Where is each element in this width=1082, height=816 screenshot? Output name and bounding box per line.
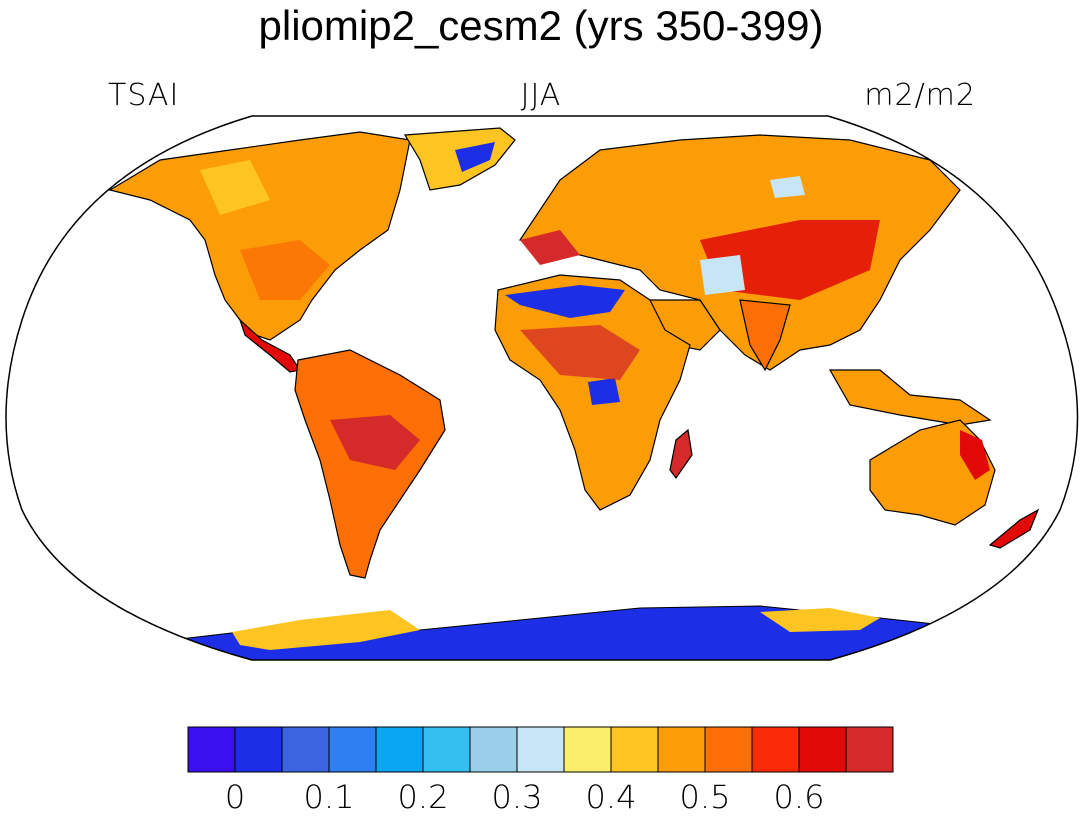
africa-red-patch [520, 325, 640, 380]
units-label: m2/m2 [864, 78, 976, 113]
southeast-asia-islands [828, 369, 992, 426]
colorbar-swatch [328, 726, 377, 773]
colorbar [187, 726, 894, 773]
variable-label: TSAI [108, 78, 180, 113]
north-america-warm-patch [240, 240, 330, 300]
colorbar-tick-label: 0.4 [585, 778, 637, 816]
south-america-red-patch [330, 415, 420, 470]
colorbar-tick-label: 0.6 [773, 778, 825, 816]
colorbar-tick-label: 0.1 [303, 778, 355, 816]
colorbar-swatch [469, 726, 518, 773]
antarctica-landmass [6, 605, 1078, 660]
colorbar-swatch [516, 726, 565, 773]
antarctic-peninsula-patch [232, 610, 420, 650]
colorbar-swatch [845, 726, 894, 773]
eurasia-red-band [700, 220, 880, 300]
colorbar-swatch [657, 726, 706, 773]
colorbar-swatch [234, 726, 283, 773]
colorbar-swatch [422, 726, 471, 773]
greenland-ice-patch [455, 142, 495, 172]
north-america-yellow-patch [200, 160, 270, 215]
season-label: JJA [520, 78, 562, 113]
colorbar-swatch [375, 726, 424, 773]
map-title: pliomip2_cesm2 (yrs 350-399) [258, 2, 824, 49]
colorbar-swatch [610, 726, 659, 773]
colorbar-swatch [751, 726, 800, 773]
map-border [5, 115, 1079, 661]
colorbar-swatch [187, 726, 236, 773]
sahara-blue-patch [505, 285, 625, 318]
colorbar-swatch [281, 726, 330, 773]
europe-red-coast [520, 230, 580, 265]
colorbar-swatch [704, 726, 753, 773]
colorbar-tick-label: 0.3 [491, 778, 543, 816]
new-zealand-landmass [988, 508, 1040, 549]
colorbar-tick-label: 0.5 [679, 778, 731, 816]
central-america-landmass [238, 318, 301, 373]
north-america-landmass [108, 131, 411, 341]
land-fields [6, 127, 1078, 660]
india-landmass [739, 299, 791, 372]
siberia-light-patch [770, 176, 805, 198]
colorbar-swatch [798, 726, 847, 773]
congo-blue-patch [588, 378, 620, 405]
central-asia-light-patch [700, 255, 745, 295]
colorbar-swatch [563, 726, 612, 773]
east-antarctica-patch [760, 608, 880, 632]
colorbar-tick-label: 0.2 [397, 778, 449, 816]
colorbar-tick-label: 0 [224, 778, 246, 816]
madagascar-landmass [669, 428, 693, 480]
australia-red-coast [960, 430, 990, 480]
